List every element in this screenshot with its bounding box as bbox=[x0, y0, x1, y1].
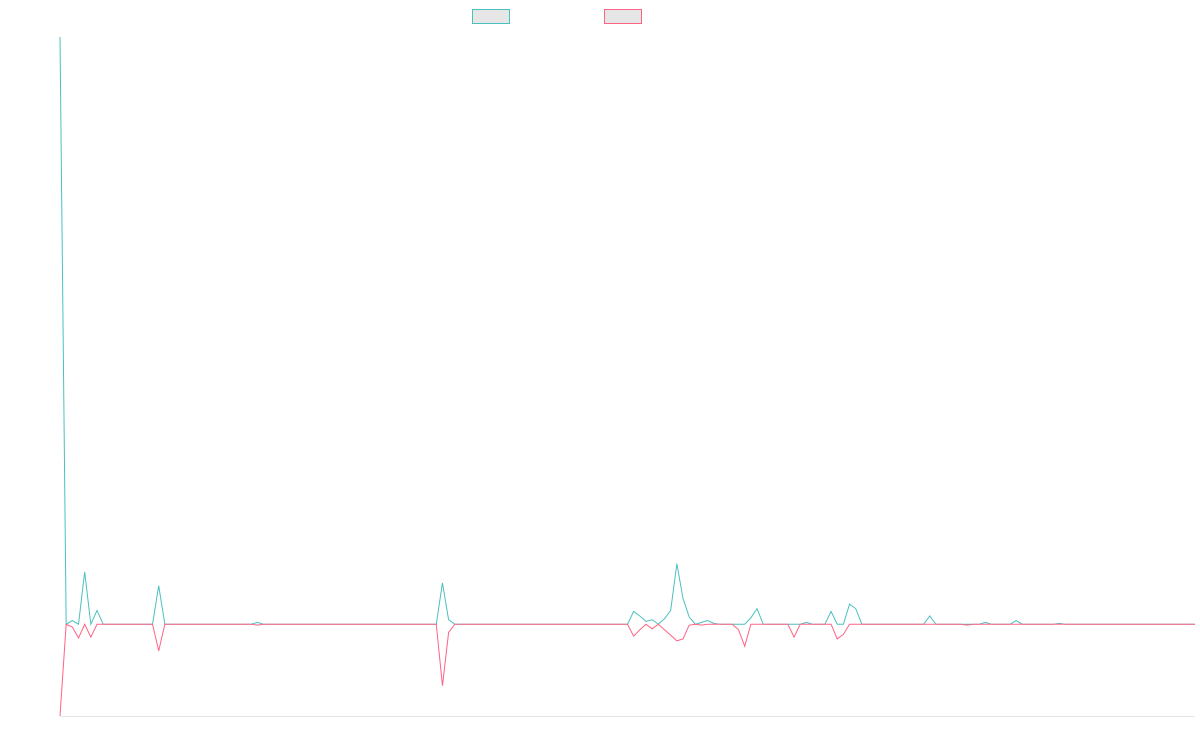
legend-swatch-series-2[interactable] bbox=[604, 9, 642, 24]
series-line-2 bbox=[59, 623, 1195, 717]
series-line-1 bbox=[59, 36, 1195, 627]
legend-swatch-series-1[interactable] bbox=[472, 9, 510, 24]
